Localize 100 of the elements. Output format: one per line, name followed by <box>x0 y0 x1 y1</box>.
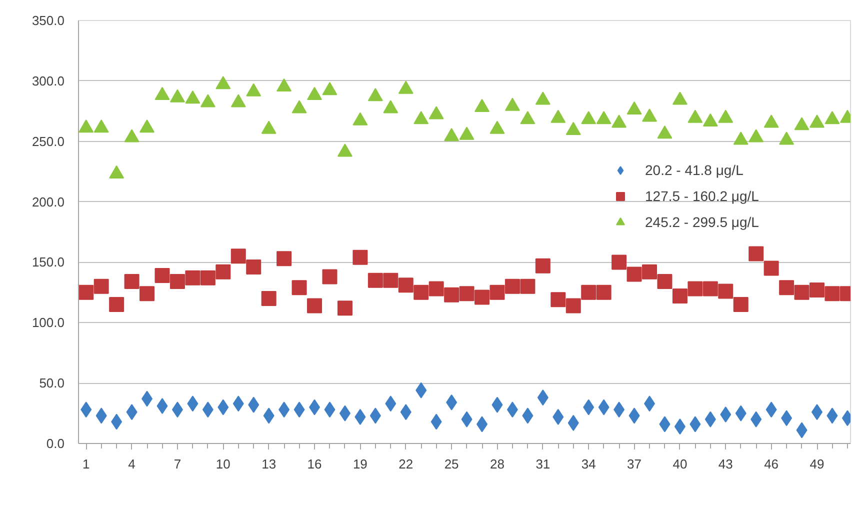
point <box>748 246 764 262</box>
point <box>154 86 170 100</box>
point <box>688 110 703 123</box>
point <box>383 272 398 288</box>
point <box>292 100 307 114</box>
point <box>810 282 824 298</box>
point <box>352 112 368 126</box>
x-tick-label: 10 <box>216 456 230 472</box>
y-tick-label: 250.0 <box>32 134 65 149</box>
point <box>94 119 109 133</box>
point <box>307 298 322 314</box>
point <box>428 281 444 296</box>
point <box>596 111 612 124</box>
point <box>794 284 810 300</box>
point <box>368 88 383 102</box>
point <box>200 94 216 108</box>
x-tick-label: 1 <box>82 456 90 472</box>
point <box>398 278 414 293</box>
point <box>185 90 200 104</box>
point <box>170 89 185 102</box>
point <box>490 120 505 134</box>
point <box>124 129 140 142</box>
y-tick-label: 0.0 <box>46 436 65 451</box>
point <box>428 106 444 120</box>
point <box>414 111 429 124</box>
point <box>276 78 292 92</box>
x-tick-label: 37 <box>627 456 642 472</box>
point <box>230 94 246 108</box>
point <box>810 114 824 128</box>
point <box>504 98 520 111</box>
point <box>200 270 216 286</box>
point <box>444 128 460 142</box>
point <box>261 120 276 134</box>
point <box>216 76 231 90</box>
x-tick-label: 40 <box>672 456 688 472</box>
point <box>535 258 550 274</box>
y-tick-label: 200.0 <box>32 194 65 210</box>
point <box>702 113 718 127</box>
point <box>383 100 398 114</box>
point <box>337 300 352 316</box>
y-tick-label: 100.0 <box>32 315 65 330</box>
point <box>398 80 414 94</box>
point <box>626 101 642 114</box>
point <box>642 264 658 280</box>
point <box>474 290 490 305</box>
x-tick-label: 13 <box>262 456 276 472</box>
point <box>612 254 627 270</box>
point <box>124 274 140 290</box>
point <box>504 278 520 294</box>
x-tick-label: 34 <box>581 456 596 472</box>
point <box>824 111 840 124</box>
point <box>566 122 581 136</box>
point <box>185 270 200 286</box>
point <box>702 281 718 296</box>
legend-label: 245.2 - 299.5 μg/L <box>645 214 759 230</box>
point <box>535 92 550 105</box>
point <box>642 108 658 122</box>
point <box>261 290 276 306</box>
point <box>550 110 566 123</box>
point <box>657 274 672 290</box>
point <box>140 286 155 302</box>
point <box>444 287 460 302</box>
point <box>140 119 155 133</box>
x-tick-label: 4 <box>128 456 136 472</box>
point <box>276 251 292 266</box>
point <box>566 298 581 314</box>
point <box>322 269 338 284</box>
point <box>352 250 368 265</box>
y-tick-label: 300.0 <box>32 73 65 88</box>
point <box>764 114 779 128</box>
point <box>109 165 124 179</box>
x-tick-label: 16 <box>307 456 322 472</box>
point <box>216 264 231 280</box>
point <box>307 86 322 100</box>
point <box>612 114 627 128</box>
x-tick-label: 22 <box>398 456 414 472</box>
x-tick-label: 43 <box>718 456 733 472</box>
point <box>733 132 748 145</box>
point <box>688 281 703 296</box>
point <box>748 129 764 142</box>
point <box>672 92 688 105</box>
point <box>550 292 566 308</box>
point <box>779 132 794 145</box>
point <box>154 268 170 284</box>
point <box>672 288 688 304</box>
legend-label: 20.2 - 41.8 μg/L <box>645 162 744 178</box>
point <box>520 111 536 124</box>
point <box>246 260 262 275</box>
point <box>520 278 536 294</box>
x-tick-label: 46 <box>764 456 779 472</box>
legend-label: 127.5 - 160.2 μg/L <box>645 188 759 204</box>
point <box>733 297 748 312</box>
point <box>459 286 474 302</box>
point <box>414 284 429 300</box>
point <box>94 278 109 294</box>
x-tick-label: 25 <box>444 456 459 472</box>
point <box>292 280 307 296</box>
point <box>337 144 352 157</box>
point <box>322 82 338 96</box>
point <box>657 126 672 139</box>
